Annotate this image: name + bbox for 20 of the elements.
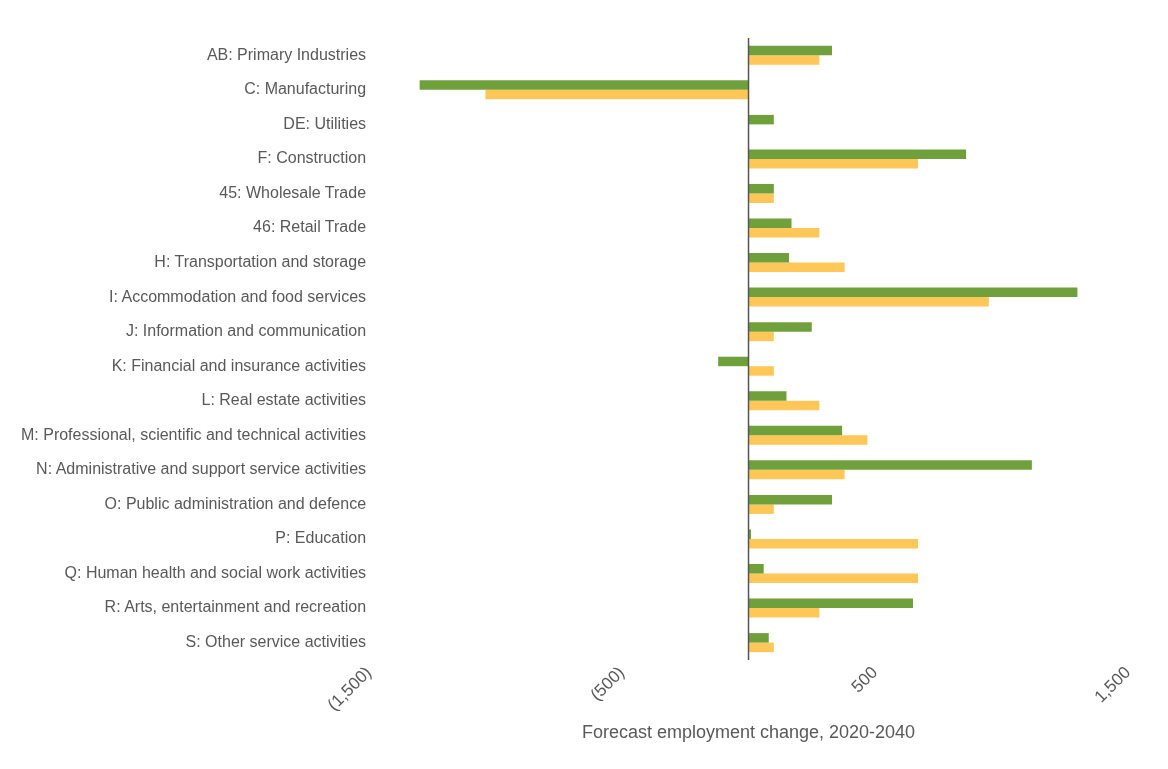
y-tick-label: F: Construction xyxy=(257,149,367,167)
y-tick-label: C: Manufacturing xyxy=(244,80,367,98)
y-tick-label: M: Professional, scientific and technical activities xyxy=(20,425,367,443)
y-tick-label: Q: Human health and social work activities xyxy=(64,563,367,581)
y-tick-label: O: Public administration and defence xyxy=(104,494,367,512)
y-tick-label: L: Real estate activities xyxy=(201,391,367,409)
y-tick-label: I: Accommodation and food services xyxy=(109,287,367,305)
y-tick-label: J: Information and communication xyxy=(125,322,367,340)
y-tick-label: DE: Utilities xyxy=(283,114,367,132)
y-tick-label: 46: Retail Trade xyxy=(253,218,367,236)
y-tick-label: R: Arts, entertainment and recreation xyxy=(104,598,367,616)
x-axis-title: Forecast employment change, 2020-2040 xyxy=(581,722,916,743)
y-tick-label: P: Education xyxy=(275,529,367,547)
y-tick-label: 45: Wholesale Trade xyxy=(219,183,367,201)
y-tick-label: AB: Primary Industries xyxy=(206,45,367,63)
y-tick-label: S: Other service activities xyxy=(185,633,367,651)
x-tick-label: 500 xyxy=(847,662,882,697)
y-tick-label: H: Transportation and storage xyxy=(154,252,367,270)
y-tick-label: K: Financial and insurance activities xyxy=(111,356,367,374)
y-tick-label: N: Administrative and support service activities xyxy=(36,460,367,478)
